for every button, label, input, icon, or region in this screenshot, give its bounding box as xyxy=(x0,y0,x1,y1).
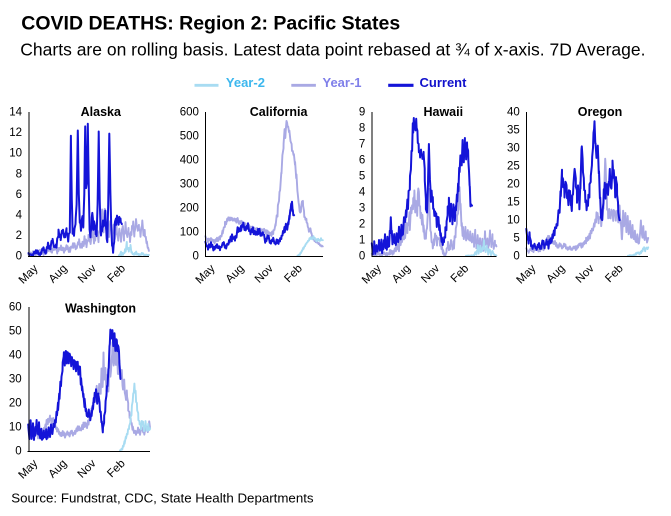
svg-text:California: California xyxy=(250,105,309,119)
svg-text:300: 300 xyxy=(180,179,199,191)
svg-text:100: 100 xyxy=(180,227,199,239)
svg-text:400: 400 xyxy=(180,155,199,167)
svg-text:0: 0 xyxy=(16,251,22,263)
svg-text:0: 0 xyxy=(359,251,365,263)
svg-text:Hawaii: Hawaii xyxy=(423,105,463,119)
svg-text:May: May xyxy=(194,262,218,286)
svg-text:May: May xyxy=(515,262,539,286)
svg-text:30: 30 xyxy=(9,374,22,386)
svg-text:9: 9 xyxy=(359,107,365,119)
svg-text:Aug: Aug xyxy=(224,263,247,286)
svg-text:4: 4 xyxy=(16,209,23,221)
svg-text:Washington: Washington xyxy=(65,302,136,316)
svg-text:Aug: Aug xyxy=(46,458,69,481)
svg-text:4: 4 xyxy=(359,187,366,199)
svg-text:Year-1: Year-1 xyxy=(323,75,362,90)
svg-text:10: 10 xyxy=(9,148,22,160)
svg-text:14: 14 xyxy=(9,107,22,119)
svg-text:10: 10 xyxy=(507,215,520,227)
svg-text:Charts are on rolling basis. L: Charts are on rolling basis. Latest data… xyxy=(20,40,645,60)
svg-text:200: 200 xyxy=(180,203,199,215)
svg-text:Aug: Aug xyxy=(545,263,568,286)
svg-text:12: 12 xyxy=(9,127,22,139)
svg-text:40: 40 xyxy=(9,350,22,362)
svg-text:50: 50 xyxy=(9,326,22,338)
svg-text:May: May xyxy=(17,262,41,286)
svg-text:2: 2 xyxy=(16,230,22,242)
svg-text:COVID DEATHS: Region 2: Pacifi: COVID DEATHS: Region 2: Pacific States xyxy=(21,13,400,35)
svg-text:500: 500 xyxy=(180,131,199,143)
svg-text:Feb: Feb xyxy=(282,263,305,286)
svg-text:Source: Fundstrat, CDC, State: Source: Fundstrat, CDC, State Health Dep… xyxy=(11,490,314,505)
svg-text:10: 10 xyxy=(9,422,22,434)
svg-text:6: 6 xyxy=(359,155,365,167)
svg-text:Feb: Feb xyxy=(105,458,128,481)
svg-text:Year-2: Year-2 xyxy=(226,75,265,90)
svg-text:40: 40 xyxy=(507,107,520,119)
svg-text:May: May xyxy=(360,262,384,286)
svg-text:May: May xyxy=(16,457,40,481)
svg-text:Nov: Nov xyxy=(574,262,597,285)
svg-text:Nov: Nov xyxy=(76,262,99,285)
svg-text:5: 5 xyxy=(513,233,519,245)
svg-text:6: 6 xyxy=(16,189,22,201)
svg-text:3: 3 xyxy=(359,203,365,215)
svg-text:5: 5 xyxy=(359,171,365,183)
svg-text:1: 1 xyxy=(359,235,365,247)
svg-text:2: 2 xyxy=(359,219,365,231)
svg-text:35: 35 xyxy=(507,125,520,137)
svg-text:0: 0 xyxy=(192,251,198,263)
svg-text:Nov: Nov xyxy=(253,262,276,285)
svg-text:7: 7 xyxy=(359,139,365,151)
svg-text:Oregon: Oregon xyxy=(578,105,622,119)
svg-text:0: 0 xyxy=(513,251,519,263)
svg-text:60: 60 xyxy=(9,302,22,314)
svg-text:25: 25 xyxy=(507,161,520,173)
svg-text:20: 20 xyxy=(507,179,520,191)
svg-text:15: 15 xyxy=(507,197,520,209)
svg-text:Nov: Nov xyxy=(76,457,99,480)
svg-text:Aug: Aug xyxy=(47,263,70,286)
svg-text:20: 20 xyxy=(9,398,22,410)
svg-text:Alaska: Alaska xyxy=(81,105,122,119)
svg-text:Feb: Feb xyxy=(449,263,472,286)
svg-text:Current: Current xyxy=(420,75,468,90)
svg-text:Feb: Feb xyxy=(106,263,129,286)
svg-text:600: 600 xyxy=(180,107,199,119)
svg-text:30: 30 xyxy=(507,143,520,155)
svg-text:Nov: Nov xyxy=(419,262,442,285)
svg-text:8: 8 xyxy=(16,168,22,180)
svg-text:0: 0 xyxy=(15,446,21,458)
svg-text:Aug: Aug xyxy=(390,263,413,286)
svg-text:Feb: Feb xyxy=(603,263,626,286)
svg-text:8: 8 xyxy=(359,123,365,135)
